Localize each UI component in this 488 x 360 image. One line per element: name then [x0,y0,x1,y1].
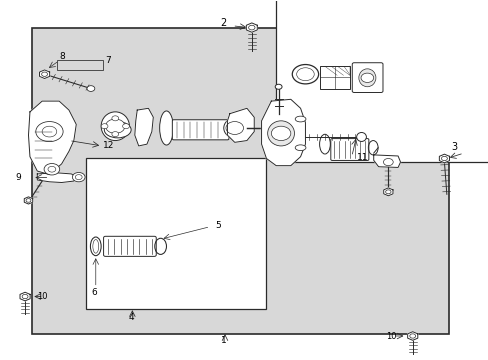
Ellipse shape [104,122,131,138]
Text: 9: 9 [15,173,21,182]
Polygon shape [24,197,33,204]
Circle shape [112,116,119,121]
Text: 11: 11 [356,153,367,162]
Ellipse shape [159,111,173,145]
Circle shape [383,158,392,166]
FancyBboxPatch shape [320,66,349,89]
Ellipse shape [295,145,305,150]
Text: 7: 7 [105,57,111,66]
Polygon shape [261,99,305,166]
Polygon shape [40,70,50,78]
Text: 6: 6 [91,288,97,297]
Polygon shape [135,108,153,146]
Text: 10: 10 [385,332,396,341]
Polygon shape [20,292,30,301]
Circle shape [44,163,60,175]
Ellipse shape [295,116,305,122]
FancyBboxPatch shape [276,0,488,162]
Polygon shape [37,173,76,183]
Circle shape [360,73,373,82]
Ellipse shape [358,69,375,87]
Circle shape [275,84,282,89]
Ellipse shape [101,112,129,140]
Polygon shape [383,188,392,196]
FancyBboxPatch shape [86,158,266,309]
Polygon shape [227,108,254,142]
FancyBboxPatch shape [103,236,156,256]
Polygon shape [438,154,448,163]
Circle shape [105,119,125,134]
Text: 4: 4 [128,313,133,322]
FancyBboxPatch shape [330,139,368,161]
Text: 3: 3 [451,141,457,152]
Text: 2: 2 [220,18,226,28]
Polygon shape [373,155,400,167]
Text: 10: 10 [37,292,48,301]
Circle shape [101,124,108,129]
Circle shape [87,86,95,91]
Circle shape [122,124,129,129]
Circle shape [271,126,290,140]
Text: 12: 12 [103,141,114,150]
Circle shape [225,122,243,134]
Polygon shape [407,332,417,340]
Circle shape [72,172,85,182]
Ellipse shape [267,121,294,146]
Text: 1: 1 [220,336,226,345]
Text: 5: 5 [215,221,221,230]
FancyBboxPatch shape [172,120,228,140]
Circle shape [112,132,119,136]
FancyBboxPatch shape [351,63,382,93]
FancyBboxPatch shape [32,28,448,334]
Ellipse shape [224,118,245,138]
Text: 8: 8 [59,52,65,61]
Polygon shape [28,101,76,175]
Ellipse shape [356,132,366,141]
Polygon shape [246,23,257,32]
